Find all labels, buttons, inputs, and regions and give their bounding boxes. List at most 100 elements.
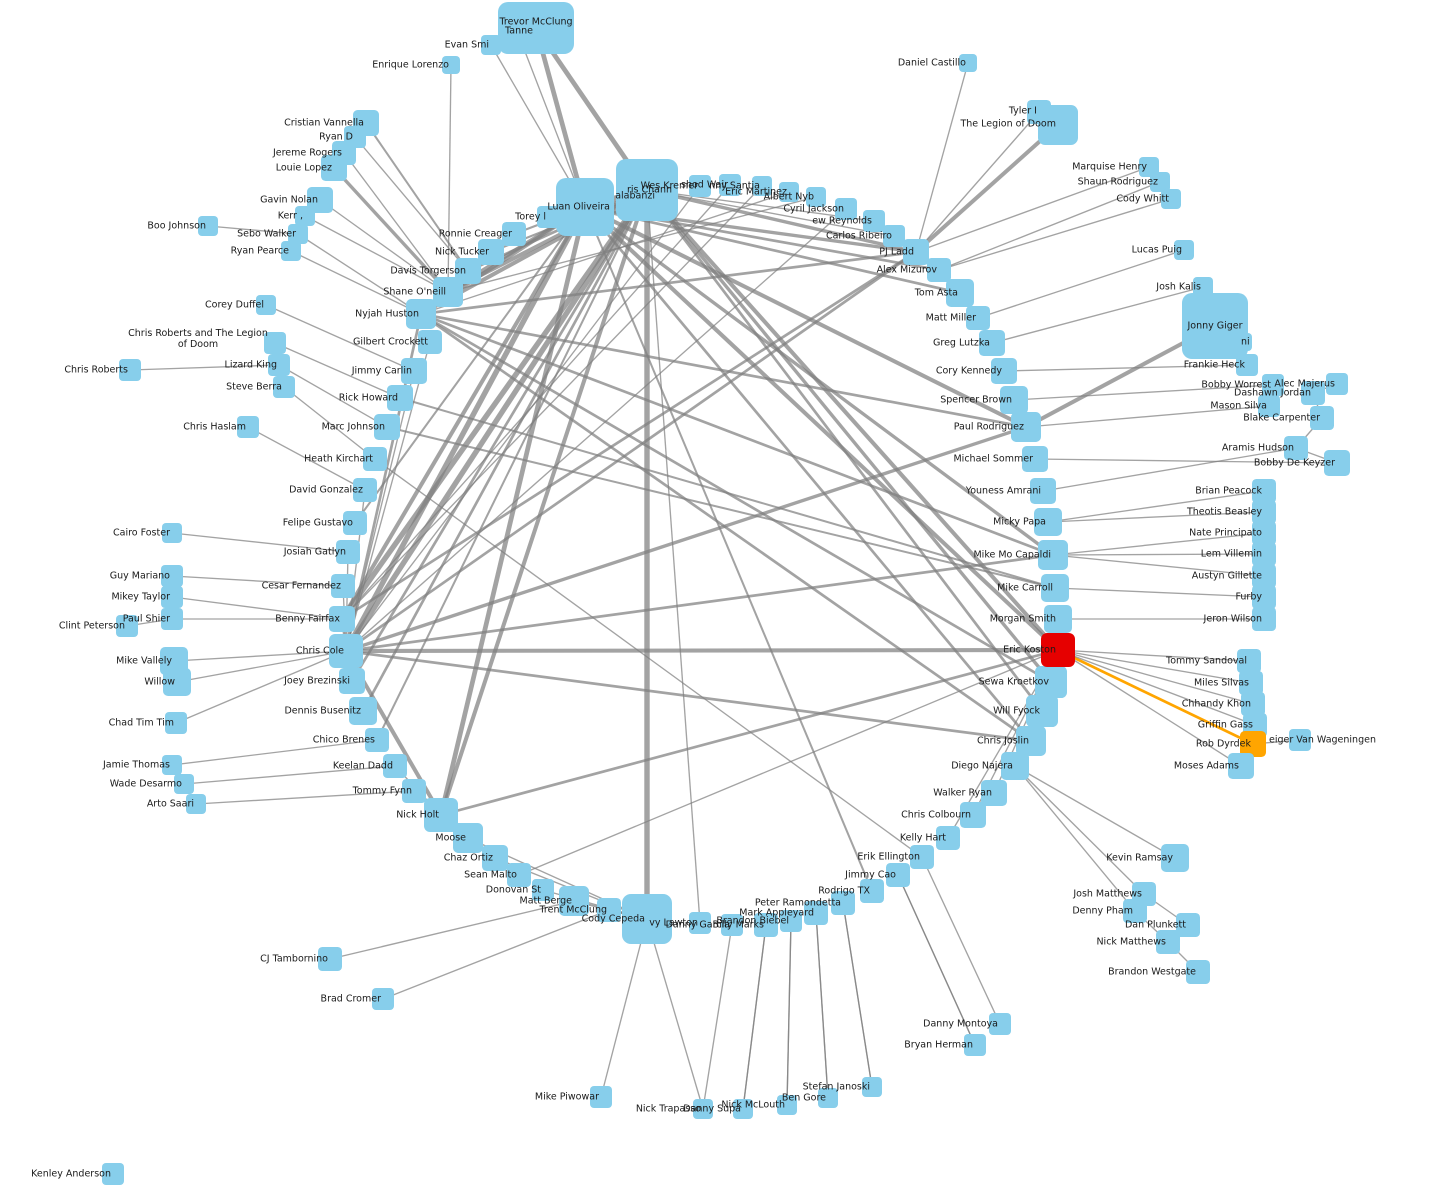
graph-node-kerr[interactable] <box>295 206 315 226</box>
graph-node-louie-lopez[interactable] <box>321 155 347 181</box>
graph-node-blake-carpenter[interactable] <box>1310 406 1334 430</box>
graph-node-paul-shier[interactable] <box>161 608 183 630</box>
graph-node-guy-mariano[interactable] <box>161 565 183 587</box>
graph-node-rick-howard[interactable] <box>387 385 413 411</box>
graph-node-wes-kremer[interactable] <box>689 175 711 197</box>
graph-node-theotis-beasley[interactable] <box>1252 500 1276 524</box>
graph-node-mike-piwowar[interactable] <box>590 1086 612 1108</box>
graph-node-andrew-reynolds[interactable] <box>863 210 885 232</box>
graph-node-peter-ramondetta[interactable] <box>831 891 855 915</box>
graph-node-nyjah-huston[interactable] <box>406 299 436 329</box>
graph-node-rodrigo-tx[interactable] <box>860 879 884 903</box>
graph-node-billy-marks[interactable] <box>754 913 778 937</box>
graph-node-jeron-wilson[interactable] <box>1252 607 1276 631</box>
graph-node-chris-roberts[interactable] <box>119 359 141 381</box>
graph-node-chris-roberts-lod[interactable] <box>264 332 286 354</box>
graph-node-matt-berger[interactable] <box>559 886 589 916</box>
graph-node-nick-holt[interactable] <box>424 798 458 832</box>
graph-node-jimmy-cao[interactable] <box>886 863 910 887</box>
graph-node-chhandy-khon[interactable] <box>1241 692 1265 716</box>
graph-node-corey-duffel[interactable] <box>256 295 276 315</box>
graph-node-ishod-wair[interactable] <box>719 174 741 196</box>
graph-node-nick-trapasso[interactable] <box>693 1099 713 1119</box>
graph-node-david-gonzalez[interactable] <box>353 478 377 502</box>
graph-node-josh-kalis[interactable] <box>1193 277 1213 297</box>
graph-node-bobby-de-keyzer[interactable] <box>1324 450 1350 476</box>
graph-node-willow[interactable] <box>163 668 191 696</box>
graph-node-boo-johnson[interactable] <box>198 216 218 236</box>
graph-node-bobby-worrest[interactable] <box>1262 374 1284 396</box>
graph-node-legion-of-doom[interactable] <box>1038 105 1078 145</box>
graph-node-micky-papa[interactable] <box>1034 508 1062 536</box>
graph-node-mike-mo-capaldi[interactable] <box>1038 540 1068 570</box>
graph-node-youness-amrani[interactable] <box>1030 478 1056 504</box>
graph-node-cody-whitt[interactable] <box>1161 189 1181 209</box>
graph-node-michael-sommer[interactable] <box>1022 446 1048 472</box>
graph-node-nick-tucker[interactable] <box>478 239 504 265</box>
graph-node-alex-mizurov[interactable] <box>927 258 951 282</box>
graph-node-cody-cepeda[interactable] <box>622 894 672 944</box>
graph-node-matt-miller[interactable] <box>966 306 990 330</box>
graph-node-enrique-lorenzo[interactable] <box>442 56 460 74</box>
graph-node-kevin-ramsay[interactable] <box>1161 844 1189 872</box>
graph-node-greg-lutzka[interactable] <box>979 330 1005 356</box>
graph-node-ronnie-creager[interactable] <box>502 222 526 246</box>
graph-node-chad-tim-tim[interactable] <box>165 712 187 734</box>
graph-node-dan-plunkett[interactable] <box>1176 913 1200 937</box>
graph-node-marc-johnson[interactable] <box>374 414 400 440</box>
graph-node-torey-p[interactable] <box>537 206 559 228</box>
graph-node-kelly-hart[interactable] <box>936 826 960 850</box>
graph-node-heath-kirchart[interactable] <box>363 447 387 471</box>
graph-node-chico-brenes[interactable] <box>365 728 389 752</box>
graph-node-mason-silva[interactable] <box>1258 395 1280 417</box>
graph-node-moose[interactable] <box>453 823 483 853</box>
graph-node-donovan-st[interactable] <box>532 879 554 901</box>
graph-node-chaz-ortiz[interactable] <box>482 845 508 871</box>
graph-node-amrani-2[interactable] <box>1234 333 1252 351</box>
graph-node-shane-oneill[interactable] <box>433 277 463 307</box>
graph-node-danny-garcia[interactable] <box>721 914 743 936</box>
graph-node-chris-joslin[interactable] <box>1016 726 1046 756</box>
graph-node-tom-asta[interactable] <box>946 279 974 307</box>
graph-node-cairo-foster[interactable] <box>162 523 182 543</box>
graph-node-josiah-gatlyn[interactable] <box>336 540 360 564</box>
graph-node-sebo-walker[interactable] <box>288 224 308 244</box>
graph-node-keelan-dadd[interactable] <box>383 754 407 778</box>
graph-node-moses-adams[interactable] <box>1228 753 1254 779</box>
graph-node-trent-mcclung[interactable] <box>597 898 621 922</box>
graph-node-danny-supa[interactable] <box>733 1099 753 1119</box>
graph-node-bryan-herman[interactable] <box>964 1034 986 1056</box>
graph-node-denny-pham[interactable] <box>1123 899 1147 923</box>
graph-node-walker-ryan[interactable] <box>981 780 1007 806</box>
graph-node-jamie-thomas[interactable] <box>162 755 182 775</box>
graph-node-lizard-king[interactable] <box>268 354 290 376</box>
graph-node-geiger-van-wageningen[interactable] <box>1289 729 1311 751</box>
graph-node-chris-cole[interactable] <box>329 634 363 668</box>
graph-node-joey-brezinski[interactable] <box>339 668 365 694</box>
graph-node-chris-colbourn[interactable] <box>960 802 986 828</box>
graph-node-steve-berra[interactable] <box>273 376 295 398</box>
graph-node-albert-nyberg[interactable] <box>806 187 826 207</box>
graph-node-spencer-brown[interactable] <box>1000 386 1028 414</box>
graph-node-kalabanzi[interactable] <box>620 186 640 206</box>
graph-node-furby[interactable] <box>1252 585 1276 609</box>
graph-node-sewa-kroetkov[interactable] <box>1035 666 1067 698</box>
graph-node-tommy-fynn[interactable] <box>402 779 426 803</box>
graph-node-paul-rodriguez[interactable] <box>1011 412 1041 442</box>
graph-node-benny-fairfax[interactable] <box>329 606 355 632</box>
graph-node-evan-smith[interactable] <box>481 35 501 55</box>
graph-node-brandon-biebel[interactable] <box>780 910 802 932</box>
graph-node-arto-saari[interactable] <box>186 794 206 814</box>
graph-node-austyn-gillette[interactable] <box>1252 564 1276 588</box>
graph-node-daniel-castillo[interactable] <box>959 54 977 72</box>
graph-node-miles-silvas[interactable] <box>1239 671 1263 695</box>
graph-node-stefan-janoski[interactable] <box>862 1077 882 1097</box>
graph-node-carlos-ribeiro[interactable] <box>883 225 905 247</box>
graph-node-will-fyock[interactable] <box>1026 695 1058 727</box>
graph-node-nick-matthews[interactable] <box>1156 930 1180 954</box>
graph-node-dashawn-jordan[interactable] <box>1301 381 1325 405</box>
graph-node-dennis-busenitz[interactable] <box>349 697 377 725</box>
graph-node-diego-najera[interactable] <box>1001 752 1029 780</box>
graph-node-rob-dyrdek[interactable] <box>1240 731 1266 757</box>
